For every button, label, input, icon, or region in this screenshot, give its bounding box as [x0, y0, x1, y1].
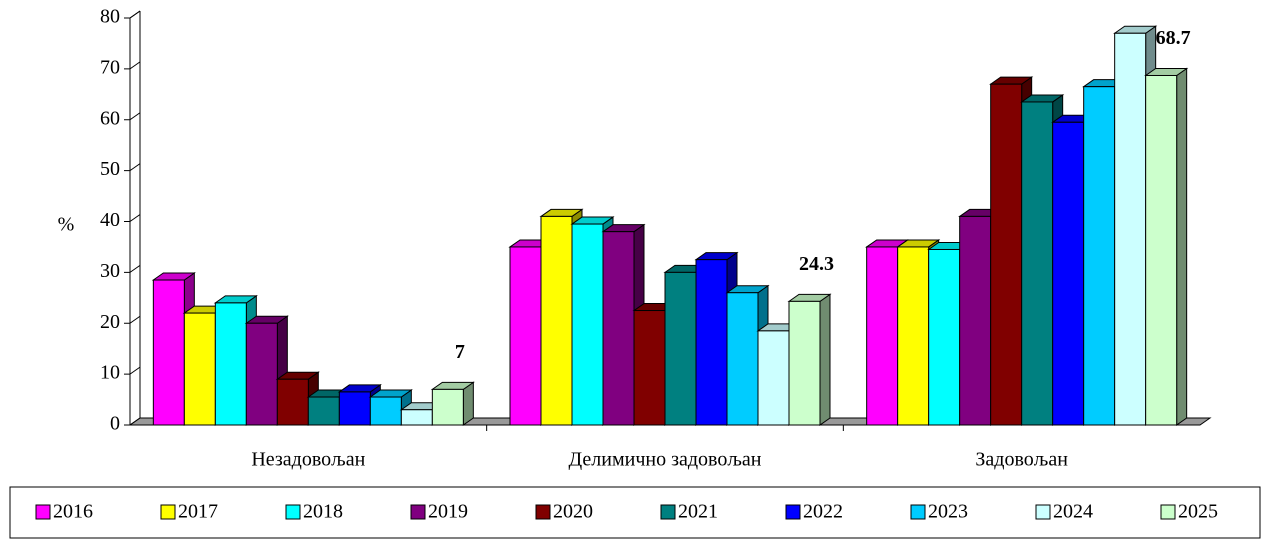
bar: [431, 388, 464, 426]
bar: [695, 259, 728, 426]
y-tick-label: 80: [100, 6, 120, 28]
bar: [245, 322, 278, 426]
legend-label: 2016: [53, 501, 93, 523]
y-tick-label: 10: [100, 362, 120, 384]
data-label: 7: [455, 341, 465, 363]
bar: [1052, 121, 1085, 426]
legend-label: 2018: [303, 501, 343, 523]
bar: [400, 409, 433, 426]
bar: [509, 246, 542, 426]
x-tick-label: Незадовољан: [251, 449, 365, 471]
legend-swatch: [410, 504, 426, 520]
bar: [276, 378, 309, 426]
y-tick-wall: [129, 417, 141, 426]
y-tick-wall: [129, 112, 141, 121]
legend-swatch: [910, 504, 926, 520]
bar: [338, 391, 371, 426]
legend-label: 2019: [428, 501, 468, 523]
legend-label: 2022: [803, 501, 843, 523]
legend-swatch: [160, 504, 176, 520]
legend-label: 2024: [1053, 501, 1093, 523]
bar: [183, 312, 216, 426]
y-axis-label: %: [58, 214, 75, 236]
y-tick-label: 40: [100, 209, 120, 231]
bar: [757, 330, 790, 426]
y-tick-wall: [129, 214, 141, 222]
legend-swatch: [660, 504, 676, 520]
bar: [1114, 32, 1147, 426]
legend-swatch: [785, 504, 801, 520]
data-label: 68.7: [1156, 27, 1191, 49]
y-tick-wall: [129, 264, 141, 273]
bar: [602, 231, 635, 426]
bar: [633, 310, 666, 426]
y-tick-label: 60: [100, 107, 120, 129]
legend-label: 2023: [928, 501, 968, 523]
bar: [1021, 101, 1054, 426]
bar: [664, 271, 697, 426]
y-tick-wall: [129, 163, 141, 172]
x-tick-label: Делимично задовољан: [569, 449, 762, 471]
bar: [571, 223, 604, 426]
legend-label: 2017: [178, 501, 218, 523]
bar: [540, 215, 573, 426]
bar: [152, 279, 185, 426]
legend-swatch: [1160, 504, 1176, 520]
bar: [214, 302, 247, 426]
y-tick-label: 50: [100, 158, 120, 180]
legend-swatch: [535, 504, 551, 520]
legend-swatch: [285, 504, 301, 520]
bar: [866, 246, 899, 426]
y-tick-label: 70: [100, 56, 120, 78]
y-tick-label: 30: [100, 260, 120, 282]
y-tick-wall: [129, 315, 141, 324]
y-tick-label: 20: [100, 311, 120, 333]
bar: [959, 215, 992, 426]
bar: [1083, 86, 1116, 426]
legend-swatch: [35, 504, 51, 520]
bar: [788, 300, 821, 426]
bar-side: [1176, 67, 1188, 426]
legend-label: 2021: [678, 501, 718, 523]
y-tick-label: 0: [110, 413, 120, 435]
x-tick-label: Задовољан: [975, 449, 1068, 471]
bar: [369, 396, 402, 426]
bar: [928, 248, 961, 426]
legend-swatch: [1035, 504, 1051, 520]
bar: [726, 292, 759, 426]
bar-side: [819, 293, 831, 426]
bar: [307, 396, 340, 426]
bar: [1145, 74, 1178, 426]
y-tick-wall: [129, 366, 141, 375]
legend-box: [9, 486, 1261, 539]
bar: [990, 83, 1023, 426]
y-tick-wall: [129, 10, 141, 19]
legend-label: 2025: [1178, 501, 1218, 523]
legend-label: 2020: [553, 501, 593, 523]
data-label: 24.3: [799, 253, 834, 275]
y-tick-wall: [129, 61, 141, 70]
bar: [897, 246, 930, 426]
